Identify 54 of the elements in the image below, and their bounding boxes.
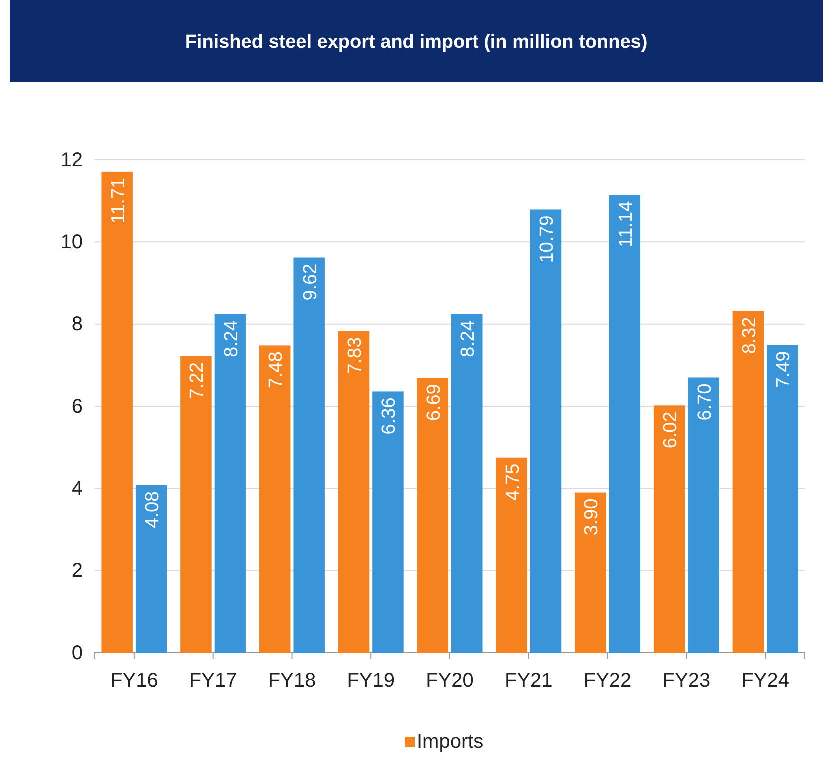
bar bbox=[417, 378, 448, 653]
y-tick-label: 2 bbox=[72, 560, 83, 582]
y-tick-label: 8 bbox=[72, 314, 83, 336]
x-tick-label: FY23 bbox=[662, 670, 711, 692]
bar bbox=[338, 331, 370, 653]
bar bbox=[688, 378, 720, 653]
data-label: 9.62 bbox=[300, 264, 322, 301]
y-tick-label: 4 bbox=[72, 478, 83, 500]
data-label: 8.32 bbox=[739, 317, 760, 354]
y-tick-label: 6 bbox=[72, 396, 83, 418]
data-label: 11.14 bbox=[616, 200, 637, 248]
bar bbox=[654, 406, 686, 653]
x-tick-label: FY22 bbox=[584, 670, 632, 692]
data-label: 11.71 bbox=[108, 178, 130, 224]
bar bbox=[180, 356, 212, 653]
data-label: 7.49 bbox=[774, 351, 795, 388]
data-label: 6.69 bbox=[424, 384, 445, 422]
bar bbox=[575, 492, 606, 653]
data-label: 4.75 bbox=[502, 464, 524, 501]
bar bbox=[102, 172, 133, 653]
x-tick-label: FY18 bbox=[268, 670, 316, 692]
data-label: 8.24 bbox=[458, 320, 480, 358]
data-label: 7.22 bbox=[187, 362, 208, 400]
bar bbox=[452, 314, 483, 653]
data-label: 10.79 bbox=[537, 216, 558, 264]
y-tick-label: 12 bbox=[60, 149, 83, 172]
data-label: 4.08 bbox=[142, 491, 164, 528]
x-tick-label: FY24 bbox=[742, 670, 790, 692]
bar bbox=[530, 210, 562, 653]
y-tick-label: 0 bbox=[72, 642, 83, 664]
data-label: 6.02 bbox=[660, 412, 682, 449]
x-tick-label: FY21 bbox=[504, 670, 553, 692]
x-tick-label: FY20 bbox=[426, 670, 474, 692]
y-tick-label: 10 bbox=[60, 232, 83, 254]
bar bbox=[136, 485, 168, 653]
data-label: 7.83 bbox=[344, 337, 366, 374]
bar bbox=[294, 258, 325, 653]
data-label: 6.36 bbox=[379, 398, 400, 435]
data-label: 3.90 bbox=[582, 498, 603, 536]
chart-title: Finished steel export and import (in million tonnes) bbox=[185, 32, 648, 53]
bar bbox=[496, 458, 528, 653]
bar bbox=[214, 314, 246, 653]
bar bbox=[372, 392, 404, 653]
bar bbox=[259, 346, 291, 653]
bar bbox=[609, 195, 641, 653]
bar bbox=[767, 345, 798, 653]
data-label: 6.70 bbox=[694, 384, 716, 421]
data-label: 7.48 bbox=[266, 352, 288, 389]
x-tick-label: FY17 bbox=[189, 670, 238, 692]
legend-label: Imports bbox=[417, 731, 484, 753]
data-label: 8.24 bbox=[221, 320, 242, 358]
x-tick-label: FY19 bbox=[347, 670, 396, 692]
bar bbox=[732, 311, 764, 653]
x-tick-label: FY16 bbox=[110, 670, 158, 692]
